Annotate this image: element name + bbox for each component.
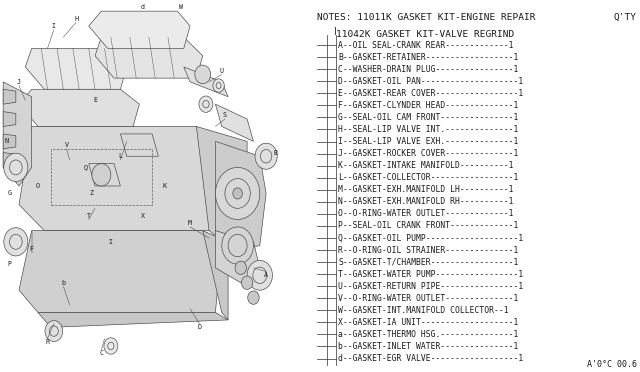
Text: b: b bbox=[61, 280, 65, 286]
Circle shape bbox=[247, 260, 273, 290]
Text: A'0°C 00.6: A'0°C 00.6 bbox=[587, 360, 637, 369]
Text: C--WASHER-DRAIN PLUG----------------1: C--WASHER-DRAIN PLUG----------------1 bbox=[338, 65, 518, 74]
Text: D--GASKET-OIL PAN--------------------1: D--GASKET-OIL PAN--------------------1 bbox=[338, 77, 524, 86]
Text: J: J bbox=[17, 79, 21, 85]
Text: Z: Z bbox=[90, 190, 94, 196]
Text: P: P bbox=[8, 261, 12, 267]
Text: Q'TY: Q'TY bbox=[614, 13, 637, 22]
Text: O--O-RING-WATER OUTLET-------------1: O--O-RING-WATER OUTLET-------------1 bbox=[338, 209, 513, 218]
Text: W: W bbox=[179, 4, 182, 10]
Polygon shape bbox=[89, 164, 120, 186]
Text: I: I bbox=[109, 239, 113, 245]
Text: C: C bbox=[99, 350, 104, 356]
Text: d: d bbox=[141, 4, 145, 10]
Text: T: T bbox=[86, 213, 91, 219]
Polygon shape bbox=[3, 112, 16, 126]
Text: NOTES: 11011K GASKET KIT-ENGINE REPAIR: NOTES: 11011K GASKET KIT-ENGINE REPAIR bbox=[317, 13, 536, 22]
Polygon shape bbox=[3, 153, 16, 167]
Polygon shape bbox=[26, 48, 127, 89]
Text: M--GASKET-EXH.MANIFOLD LH----------1: M--GASKET-EXH.MANIFOLD LH----------1 bbox=[338, 185, 513, 194]
Text: H--SEAL-LIP VALVE INT.--------------1: H--SEAL-LIP VALVE INT.--------------1 bbox=[338, 125, 518, 134]
Polygon shape bbox=[216, 141, 266, 253]
Text: a--GASKET-THERMO HSG.---------------1: a--GASKET-THERMO HSG.---------------1 bbox=[338, 330, 518, 339]
Polygon shape bbox=[120, 134, 159, 156]
Circle shape bbox=[199, 96, 213, 112]
Text: R: R bbox=[45, 339, 49, 345]
Text: K: K bbox=[163, 183, 167, 189]
Circle shape bbox=[235, 261, 246, 275]
Text: L--GASKET-COLLECTOR-----------------1: L--GASKET-COLLECTOR-----------------1 bbox=[338, 173, 518, 182]
Circle shape bbox=[92, 164, 111, 186]
Polygon shape bbox=[3, 82, 32, 186]
Text: N: N bbox=[4, 138, 8, 144]
Circle shape bbox=[233, 188, 243, 199]
Text: W--GASKET-INT.MANIFOLD COLLECTOR--1: W--GASKET-INT.MANIFOLD COLLECTOR--1 bbox=[338, 306, 509, 315]
Text: 11042K GASKET KIT-VALVE REGRIND: 11042K GASKET KIT-VALVE REGRIND bbox=[337, 30, 515, 39]
Text: N--GASKET-EXH.MANIFOLD RH----------1: N--GASKET-EXH.MANIFOLD RH----------1 bbox=[338, 197, 513, 206]
Text: B: B bbox=[274, 150, 278, 155]
Polygon shape bbox=[196, 126, 247, 246]
Polygon shape bbox=[38, 312, 228, 327]
Text: F--GASKET-CLYNDER HEAD--------------1: F--GASKET-CLYNDER HEAD--------------1 bbox=[338, 101, 518, 110]
Polygon shape bbox=[19, 89, 140, 126]
Text: A--OIL SEAL-CRANK REAR-------------1: A--OIL SEAL-CRANK REAR-------------1 bbox=[338, 41, 513, 49]
Text: Q: Q bbox=[84, 164, 88, 170]
Circle shape bbox=[221, 227, 253, 264]
Polygon shape bbox=[19, 126, 216, 231]
Text: S: S bbox=[223, 112, 227, 118]
Circle shape bbox=[4, 228, 28, 256]
Text: R--O-RING-OIL STRAINER--------------1: R--O-RING-OIL STRAINER--------------1 bbox=[338, 246, 518, 254]
Text: I--SEAL-LIP VALVE EXH.--------------1: I--SEAL-LIP VALVE EXH.--------------1 bbox=[338, 137, 518, 146]
Circle shape bbox=[241, 276, 253, 289]
Text: G--SEAL-OIL CAM FRONT---------------1: G--SEAL-OIL CAM FRONT---------------1 bbox=[338, 113, 518, 122]
Polygon shape bbox=[216, 231, 260, 283]
Text: S--GASKET-T/CHAMBER-----------------1: S--GASKET-T/CHAMBER-----------------1 bbox=[338, 257, 518, 267]
Text: V--O-RING-WATER OUTLET--------------1: V--O-RING-WATER OUTLET--------------1 bbox=[338, 294, 518, 303]
Text: H: H bbox=[74, 16, 78, 22]
Polygon shape bbox=[3, 89, 16, 104]
Polygon shape bbox=[184, 67, 228, 97]
Bar bbox=[51, 149, 152, 205]
Circle shape bbox=[4, 153, 28, 182]
Text: O: O bbox=[36, 183, 40, 189]
Text: A: A bbox=[264, 272, 268, 278]
Text: D: D bbox=[198, 324, 202, 330]
Circle shape bbox=[195, 65, 211, 84]
Circle shape bbox=[45, 321, 63, 341]
Circle shape bbox=[216, 167, 260, 219]
Text: V: V bbox=[65, 142, 68, 148]
Text: X--GASKET-IA UNIT-------------------1: X--GASKET-IA UNIT-------------------1 bbox=[338, 318, 518, 327]
Polygon shape bbox=[95, 37, 203, 78]
Circle shape bbox=[104, 338, 118, 354]
Text: P--SEAL-OIL CRANK FRONT-------------1: P--SEAL-OIL CRANK FRONT-------------1 bbox=[338, 221, 518, 230]
Text: E: E bbox=[93, 97, 97, 103]
Text: J--GASKET-ROCKER COVER--------------1: J--GASKET-ROCKER COVER--------------1 bbox=[338, 149, 518, 158]
Circle shape bbox=[213, 79, 224, 92]
Text: E--GASKET-REAR COVER-----------------1: E--GASKET-REAR COVER-----------------1 bbox=[338, 89, 524, 98]
Text: U: U bbox=[220, 68, 224, 74]
Text: U--GASKET-RETURN PIPE----------------1: U--GASKET-RETURN PIPE----------------1 bbox=[338, 282, 524, 291]
Text: F: F bbox=[29, 246, 34, 252]
Polygon shape bbox=[19, 231, 222, 312]
Text: K--GASKET-INTAKE MANIFOLD----------1: K--GASKET-INTAKE MANIFOLD----------1 bbox=[338, 161, 513, 170]
Text: B--GASKET-RETAINER------------------1: B--GASKET-RETAINER------------------1 bbox=[338, 53, 518, 62]
Polygon shape bbox=[89, 11, 190, 48]
Text: I: I bbox=[52, 23, 56, 29]
Text: G: G bbox=[8, 190, 12, 196]
Text: T--GASKET-WATER PUMP-----------------1: T--GASKET-WATER PUMP-----------------1 bbox=[338, 270, 524, 279]
Circle shape bbox=[255, 143, 277, 169]
Text: X: X bbox=[141, 213, 145, 219]
Text: b--GASKET-INLET WATER---------------1: b--GASKET-INLET WATER---------------1 bbox=[338, 342, 518, 351]
Text: Q--GASKET-OIL PUMP-------------------1: Q--GASKET-OIL PUMP-------------------1 bbox=[338, 234, 524, 243]
Text: d--GASKET-EGR VALVE------------------1: d--GASKET-EGR VALVE------------------1 bbox=[338, 354, 524, 363]
Circle shape bbox=[248, 291, 259, 304]
Text: L: L bbox=[118, 153, 122, 159]
Polygon shape bbox=[203, 231, 228, 320]
Polygon shape bbox=[216, 104, 253, 141]
Text: M: M bbox=[188, 220, 192, 226]
Polygon shape bbox=[3, 134, 16, 149]
